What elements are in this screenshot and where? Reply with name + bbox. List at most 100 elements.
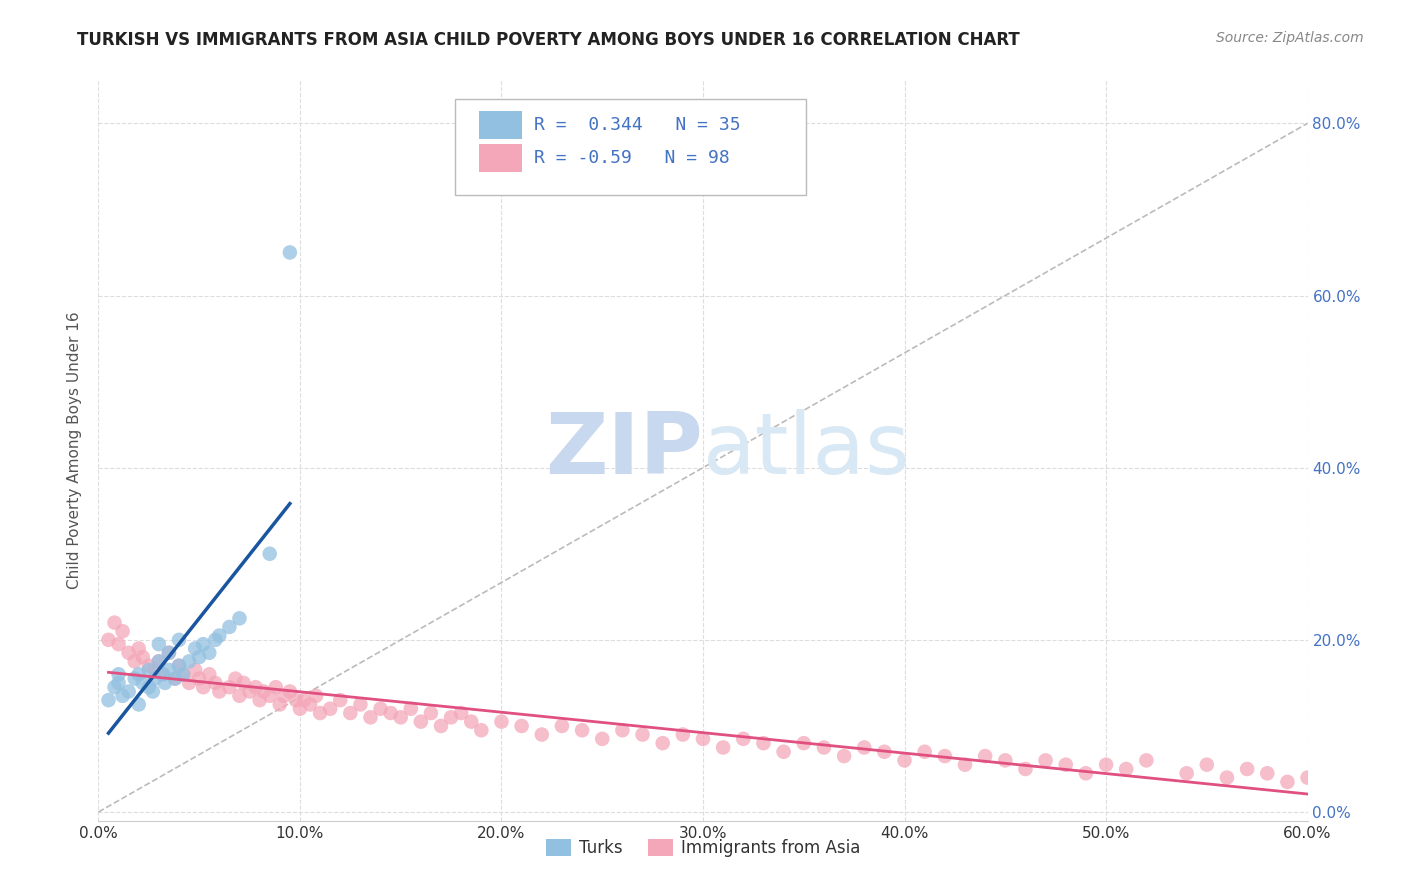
Point	[329, 693, 352, 707]
Point	[167, 658, 190, 673]
Point	[491, 714, 513, 729]
Point	[813, 740, 835, 755]
Point	[440, 710, 463, 724]
Point	[107, 667, 129, 681]
Point	[309, 706, 332, 720]
Point	[672, 727, 695, 741]
Point	[167, 632, 190, 647]
Point	[157, 663, 180, 677]
Point	[339, 706, 361, 720]
Point	[278, 245, 301, 260]
Point	[218, 680, 240, 694]
Point	[143, 672, 166, 686]
Point	[994, 753, 1017, 767]
Point	[752, 736, 775, 750]
Point	[172, 667, 194, 681]
Point	[103, 680, 125, 694]
Point	[711, 740, 734, 755]
Point	[360, 710, 382, 724]
Point	[97, 632, 120, 647]
Point	[172, 667, 194, 681]
Point	[914, 745, 936, 759]
FancyBboxPatch shape	[479, 144, 522, 172]
Point	[204, 676, 226, 690]
Point	[138, 663, 160, 677]
Point	[167, 658, 190, 673]
Point	[138, 658, 160, 673]
Point	[259, 689, 281, 703]
Point	[132, 676, 155, 690]
Point	[1296, 771, 1319, 785]
Text: ZIP: ZIP	[546, 409, 703, 492]
Point	[853, 740, 876, 755]
Point	[1256, 766, 1278, 780]
Point	[571, 723, 593, 738]
Point	[934, 749, 956, 764]
Point	[873, 745, 896, 759]
Point	[1035, 753, 1057, 767]
Point	[953, 757, 976, 772]
Point	[692, 731, 714, 746]
Point	[284, 693, 307, 707]
Point	[591, 731, 613, 746]
Point	[430, 719, 453, 733]
Point	[148, 654, 170, 668]
Point	[132, 650, 155, 665]
Point	[224, 672, 246, 686]
Point	[1195, 757, 1218, 772]
Point	[198, 646, 221, 660]
Point	[157, 646, 180, 660]
Point	[184, 663, 207, 677]
Point	[107, 637, 129, 651]
Point	[772, 745, 794, 759]
Point	[1095, 757, 1118, 772]
Point	[157, 646, 180, 660]
Point	[631, 727, 654, 741]
Point	[264, 680, 287, 694]
Point	[245, 680, 267, 694]
FancyBboxPatch shape	[456, 99, 806, 195]
Point	[111, 624, 134, 639]
Point	[269, 698, 291, 712]
Point	[305, 689, 328, 703]
Point	[450, 706, 472, 720]
Point	[128, 698, 150, 712]
Point	[239, 684, 262, 698]
Point	[299, 698, 322, 712]
Point	[228, 611, 250, 625]
Point	[273, 689, 295, 703]
Point	[103, 615, 125, 630]
Point	[232, 676, 254, 690]
Point	[292, 693, 315, 707]
Point	[349, 698, 371, 712]
Point	[228, 689, 250, 703]
Point	[510, 719, 533, 733]
Point	[259, 547, 281, 561]
Point	[793, 736, 815, 750]
Point	[179, 654, 201, 668]
Point	[107, 676, 129, 690]
Point	[193, 680, 215, 694]
Point	[148, 637, 170, 651]
Point	[460, 714, 482, 729]
Point	[218, 620, 240, 634]
Point	[389, 710, 412, 724]
Point	[551, 719, 574, 733]
Point	[409, 714, 432, 729]
Point	[153, 676, 176, 690]
Point	[1236, 762, 1258, 776]
Point	[974, 749, 997, 764]
Point	[148, 654, 170, 668]
Point	[179, 676, 201, 690]
Point	[380, 706, 402, 720]
Text: TURKISH VS IMMIGRANTS FROM ASIA CHILD POVERTY AMONG BOYS UNDER 16 CORRELATION CH: TURKISH VS IMMIGRANTS FROM ASIA CHILD PO…	[77, 31, 1021, 49]
Point	[128, 667, 150, 681]
Point	[152, 667, 174, 681]
Text: atlas: atlas	[703, 409, 911, 492]
Point	[111, 689, 134, 703]
Point	[893, 753, 915, 767]
Point	[1175, 766, 1198, 780]
Point	[530, 727, 553, 741]
Point	[470, 723, 492, 738]
Point	[118, 646, 141, 660]
